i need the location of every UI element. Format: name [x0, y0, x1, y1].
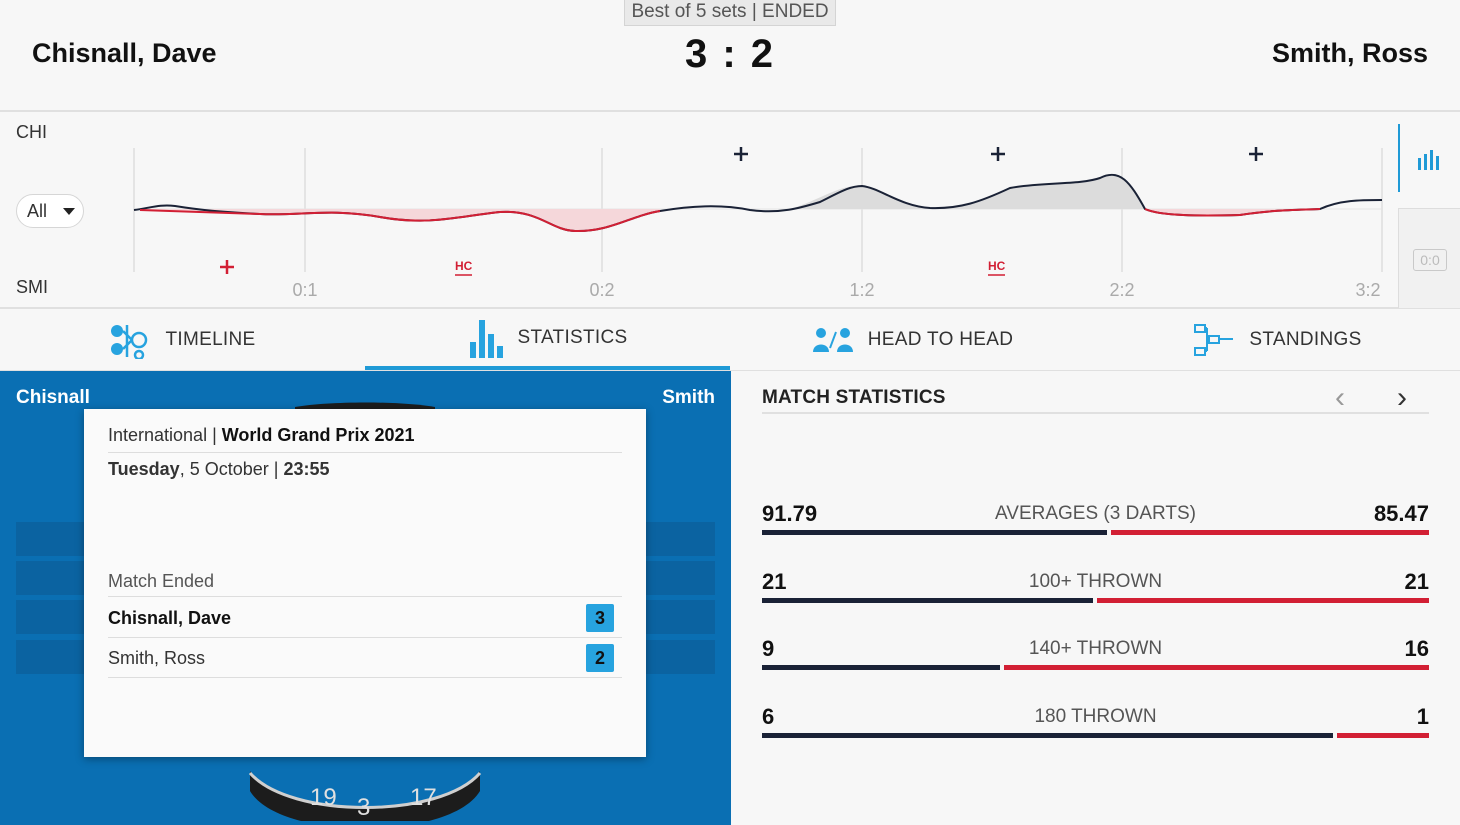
chevron-right-icon[interactable]: › [1397, 381, 1407, 414]
stat-label: 140+ THROWN [1028, 638, 1163, 659]
stat-home-value: 91.79 [762, 501, 818, 526]
stat-row-140-plus: 9 140+ THROWN 16 [762, 636, 1429, 676]
dartboard-graphic: 19 3 17 [248, 402, 482, 821]
standings-icon [1194, 323, 1234, 356]
title-divider [762, 412, 1429, 414]
panel-away-name: Smith [662, 387, 715, 408]
momentum-line-away-segment [1144, 208, 1321, 217]
hc-label-2: HC [988, 259, 1006, 273]
stat-row-100-plus: 21 100+ THROWN 21 [762, 569, 1429, 609]
match-datetime: Tuesday, 5 October | 23:55 [108, 459, 329, 480]
match-status: Match Ended [108, 571, 622, 597]
tab-bar: TIMELINE STATISTICS HEAD TO HEAD STANDIN… [0, 309, 1460, 371]
away-abbr-label: SMI [16, 277, 49, 297]
stat-home-value: 9 [762, 636, 775, 661]
tab-label: STANDINGS [1249, 328, 1362, 350]
popup-away-score-badge: 2 [586, 644, 614, 672]
home-abbr-label: CHI [16, 122, 47, 142]
caret-down-icon [63, 208, 75, 215]
match-format-badge: Best of 5 sets | ENDED [624, 0, 836, 26]
tab-standings[interactable]: STANDINGS [1095, 309, 1460, 370]
stat-row-averages: 91.79 AVERAGES (3 DARTS) 85.47 [762, 501, 1429, 541]
stat-away-bar [1097, 598, 1429, 603]
home-momentum-area [790, 174, 1145, 209]
match-day: Tuesday [108, 459, 180, 479]
match-date: , 5 October | [179, 459, 284, 479]
popup-home-name: Chisnall, Dave [108, 608, 232, 628]
set-filter-select[interactable]: All [16, 194, 84, 228]
tab-head-to-head[interactable]: HEAD TO HEAD [730, 309, 1095, 370]
stat-label: 180 THROWN [1034, 706, 1157, 727]
stat-away-value: 1 [1416, 704, 1429, 729]
stat-away-value: 21 [1404, 569, 1429, 594]
stat-away-bar [1111, 530, 1429, 535]
momentum-chart: HC HC 0:1 0:2 1:2 2:2 3:2 CHI SMI All 0:… [0, 112, 1460, 309]
board-number: 3 [357, 794, 370, 821]
tournament-line: International | World Grand Prix 2021 [108, 425, 622, 453]
hc-label-1: HC [455, 259, 473, 273]
stat-label: AVERAGES (3 DARTS) [995, 503, 1196, 524]
stat-home-bar [762, 598, 1093, 603]
stat-away-bar [1004, 665, 1429, 670]
side-panel [1398, 208, 1460, 308]
popup-away-name: Smith, Ross [108, 648, 206, 668]
popup-away-row: Smith, Ross 2 [108, 639, 622, 678]
stat-away-bar [1337, 733, 1429, 738]
panel-home-name: Chisnall [16, 387, 90, 408]
set-score-labels: 0:1 0:2 1:2 2:2 3:2 [292, 280, 1380, 300]
set-filter-value: All [27, 201, 48, 221]
tab-label: STATISTICS [517, 326, 628, 348]
stat-away-value: 85.47 [1373, 501, 1429, 526]
board-number: 17 [410, 784, 437, 811]
match-statistics-panel: MATCH STATISTICS ‹ › 91.79 AVERAGES (3 D… [731, 371, 1460, 825]
match-time: 23:55 [283, 459, 330, 479]
timeline-icon [111, 324, 148, 359]
stat-home-value: 6 [762, 704, 775, 729]
set-label: 0:2 [589, 280, 614, 300]
stat-home-value: 21 [762, 569, 787, 594]
set-label: 0:1 [292, 280, 317, 300]
head-to-head-icon [812, 327, 853, 352]
tab-label: HEAD TO HEAD [867, 328, 1014, 350]
popup-home-row: Chisnall, Dave 3 [108, 599, 622, 638]
tab-timeline[interactable]: TIMELINE [0, 309, 365, 370]
match-statistics-title: MATCH STATISTICS [762, 387, 946, 408]
bar-chart-icon[interactable] [1416, 146, 1442, 172]
momentum-graph: HC HC 0:1 0:2 1:2 2:2 3:2 [133, 147, 1383, 300]
stat-away-value: 16 [1404, 636, 1429, 661]
stat-row-180: 6 180 THROWN 1 [762, 704, 1429, 744]
set-label: 1:2 [849, 280, 874, 300]
momentum-line-away-segment [139, 209, 661, 233]
match-header: Best of 5 sets | ENDED Chisnall, Dave 3 … [0, 0, 1460, 112]
tournament-name[interactable]: World Grand Prix 2021 [221, 425, 415, 445]
statistics-icon [469, 319, 503, 358]
popup-home-score-badge: 3 [586, 604, 614, 632]
stat-home-bar [762, 733, 1333, 738]
chevron-left-icon[interactable]: ‹ [1335, 381, 1345, 414]
tab-label: TIMELINE [165, 328, 256, 350]
side-divider [1398, 124, 1400, 192]
match-info-popup: International | World Grand Prix 2021 Tu… [84, 409, 646, 757]
set-label: 2:2 [1109, 280, 1134, 300]
momentum-line [133, 173, 1383, 233]
scoreboard-mini-icon[interactable]: 0:0 [1413, 249, 1447, 271]
stat-label: 100+ THROWN [1028, 571, 1163, 592]
home-player-name[interactable]: Chisnall, Dave [32, 38, 217, 68]
tab-statistics[interactable]: STATISTICS [365, 309, 730, 370]
stat-home-bar [762, 665, 1000, 670]
away-player-name[interactable]: Smith, Ross [1271, 38, 1428, 68]
away-set-markers [220, 260, 234, 274]
match-score: 3 : 2 [684, 32, 776, 76]
hc-markers: HC HC [455, 259, 1006, 276]
board-number: 19 [310, 784, 337, 811]
set-label: 3:2 [1355, 280, 1380, 300]
away-momentum-area [134, 209, 1320, 232]
home-set-markers [734, 147, 1263, 161]
stat-home-bar [762, 530, 1107, 535]
tournament-category: International [108, 425, 208, 445]
